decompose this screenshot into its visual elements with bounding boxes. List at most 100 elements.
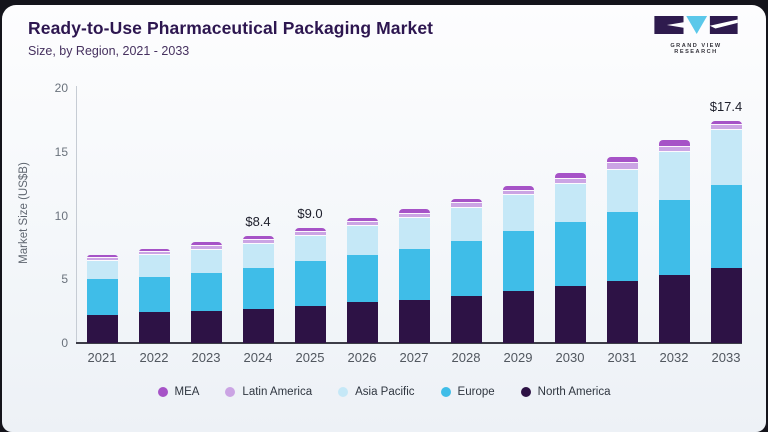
bar-segment-latin-america[interactable] xyxy=(502,190,534,196)
bar-segment-latin-america[interactable] xyxy=(606,163,638,170)
bar-segment-latin-america[interactable] xyxy=(450,203,482,208)
bar-segment-north-america[interactable] xyxy=(346,302,378,343)
legend-item-mea[interactable]: MEA xyxy=(157,386,200,398)
bar-segment-mea[interactable] xyxy=(294,228,326,233)
bar-segment-europe[interactable] xyxy=(138,276,170,313)
bar-value-label-2025: $9.0 xyxy=(297,206,323,222)
bar-segment-europe[interactable] xyxy=(346,255,378,303)
x-tick-label-2024: 2024 xyxy=(243,350,273,365)
bar-segment-asia-pacific[interactable] xyxy=(86,261,118,280)
bar-value-label-2024: $8.4 xyxy=(245,213,271,229)
bar-segment-north-america[interactable] xyxy=(554,285,586,343)
stacked-bar-2033[interactable] xyxy=(710,121,742,343)
bar-segment-mea[interactable] xyxy=(554,173,586,179)
bar-segment-north-america[interactable] xyxy=(502,290,534,343)
bar-segment-europe[interactable] xyxy=(294,261,326,307)
bar-segment-asia-pacific[interactable] xyxy=(294,235,326,262)
bar-segment-mea[interactable] xyxy=(398,209,430,214)
x-tick-label-2029: 2029 xyxy=(503,350,533,365)
bar-segment-asia-pacific[interactable] xyxy=(242,243,274,268)
bar-segment-mea[interactable] xyxy=(658,140,690,147)
bar-segment-asia-pacific[interactable] xyxy=(190,249,222,273)
bar-segment-europe[interactable] xyxy=(86,279,118,315)
stacked-bar-2023[interactable] xyxy=(190,242,222,343)
bar-segment-mea[interactable] xyxy=(242,235,274,240)
stacked-bar-2026[interactable] xyxy=(346,218,378,343)
bar-segment-latin-america[interactable] xyxy=(554,178,586,184)
bar-segment-north-america[interactable] xyxy=(606,280,638,343)
bar-segment-europe[interactable] xyxy=(658,200,690,276)
gvr-logo-text: GRAND VIEW RESEARCH xyxy=(670,43,722,55)
bar-segment-latin-america[interactable] xyxy=(242,239,274,244)
bar-segment-asia-pacific[interactable] xyxy=(606,169,638,212)
bar-segment-asia-pacific[interactable] xyxy=(710,130,742,185)
legend-label: MEA xyxy=(174,386,200,398)
bar-segment-asia-pacific[interactable] xyxy=(138,255,170,277)
bar-segment-latin-america[interactable] xyxy=(346,221,378,226)
bar-segment-asia-pacific[interactable] xyxy=(450,207,482,241)
stacked-bar-2030[interactable] xyxy=(554,173,586,343)
bar-segment-north-america[interactable] xyxy=(658,275,690,343)
bar-segment-mea[interactable] xyxy=(190,242,222,247)
legend-item-europe[interactable]: Europe xyxy=(440,386,495,398)
bar-segment-europe[interactable] xyxy=(554,221,586,286)
stacked-bar-2029[interactable] xyxy=(502,186,534,343)
legend-label: North America xyxy=(537,386,611,398)
bar-segment-asia-pacific[interactable] xyxy=(502,195,534,231)
stacked-bar-2025[interactable] xyxy=(294,228,326,343)
stacked-bar-2021[interactable] xyxy=(86,255,118,343)
bar-segment-mea[interactable] xyxy=(502,186,534,191)
legend-item-north-america[interactable]: North America xyxy=(520,386,611,398)
bar-segment-north-america[interactable] xyxy=(138,312,170,343)
gvr-logo-icon xyxy=(654,15,738,35)
x-tick-label-2032: 2032 xyxy=(659,350,689,365)
bar-segment-mea[interactable] xyxy=(346,218,378,222)
bar-segment-europe[interactable] xyxy=(398,248,430,300)
page-subtitle: Size, by Region, 2021 - 2033 xyxy=(28,44,190,58)
bar-segment-europe[interactable] xyxy=(190,272,222,312)
bar-segment-europe[interactable] xyxy=(710,184,742,268)
y-tick-label: 0 xyxy=(61,336,68,350)
bar-segment-latin-america[interactable] xyxy=(710,124,742,131)
legend-item-latin-america[interactable]: Latin America xyxy=(225,386,312,398)
bar-segment-north-america[interactable] xyxy=(398,299,430,343)
bar-segment-mea[interactable] xyxy=(710,121,742,125)
bar-segment-north-america[interactable] xyxy=(294,306,326,343)
bar-segment-europe[interactable] xyxy=(502,230,534,291)
y-tick-label: 10 xyxy=(54,208,68,223)
bar-segment-latin-america[interactable] xyxy=(86,258,118,262)
bar-segment-europe[interactable] xyxy=(450,241,482,296)
bar-segment-asia-pacific[interactable] xyxy=(398,218,430,249)
bar-segment-mea[interactable] xyxy=(138,248,170,252)
bar-segment-latin-america[interactable] xyxy=(294,232,326,236)
bar-segment-asia-pacific[interactable] xyxy=(658,151,690,201)
bar-segment-mea[interactable] xyxy=(450,198,482,204)
bar-segment-europe[interactable] xyxy=(242,267,274,309)
stacked-bar-2032[interactable] xyxy=(658,140,690,343)
legend-label: Europe xyxy=(457,386,495,398)
stacked-bar-2027[interactable] xyxy=(398,209,430,343)
stacked-bar-2031[interactable] xyxy=(606,156,638,343)
legend-item-asia-pacific[interactable]: Asia Pacific xyxy=(338,386,415,398)
bar-segment-latin-america[interactable] xyxy=(398,213,430,219)
bar-segment-europe[interactable] xyxy=(606,211,638,281)
stacked-bar-2024[interactable] xyxy=(242,235,274,343)
bar-segment-latin-america[interactable] xyxy=(658,146,690,152)
bar-segment-north-america[interactable] xyxy=(450,295,482,343)
bar-segment-north-america[interactable] xyxy=(242,308,274,343)
stacked-bar-2022[interactable] xyxy=(138,248,170,343)
bar-segment-asia-pacific[interactable] xyxy=(346,225,378,256)
stacked-bar-2028[interactable] xyxy=(450,198,482,343)
bar-segment-north-america[interactable] xyxy=(190,311,222,343)
bar-segment-north-america[interactable] xyxy=(710,267,742,343)
bar-segment-mea[interactable] xyxy=(86,255,118,259)
y-tick-label: 20 xyxy=(54,81,68,95)
bar-segment-mea[interactable] xyxy=(606,156,638,164)
bar-segment-north-america[interactable] xyxy=(86,314,118,343)
x-tick-label-2026: 2026 xyxy=(347,350,377,365)
bar-segment-latin-america[interactable] xyxy=(138,251,170,256)
chart-card xyxy=(2,5,766,432)
bar-segment-asia-pacific[interactable] xyxy=(554,183,586,222)
bar-segment-latin-america[interactable] xyxy=(190,246,222,250)
